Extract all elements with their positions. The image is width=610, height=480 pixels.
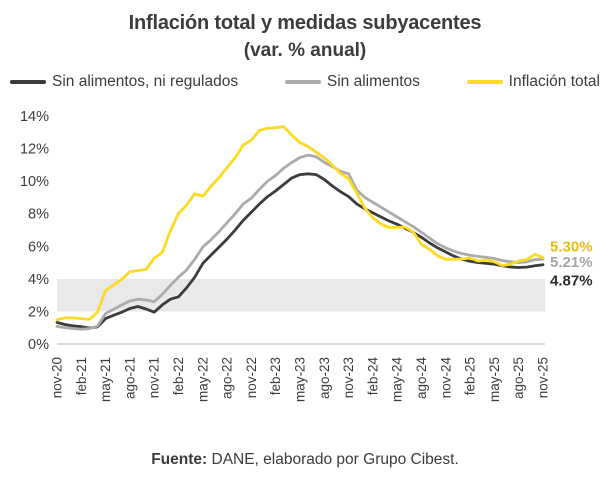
chart-subtitle: (var. % anual) [243, 40, 367, 61]
x-tick-label: may-22 [195, 357, 210, 402]
y-tick-label: 4% [28, 272, 49, 288]
series-line-2 [55, 125, 545, 322]
y-tick-label: 6% [28, 239, 49, 255]
x-tick-label: nov-20 [50, 357, 65, 398]
x-tick-label: ago-24 [414, 357, 429, 400]
legend-label: Sin alimentos, ni regulados [52, 73, 239, 90]
page-title: Inflación total y medidas subyacentes [128, 12, 482, 34]
end-value-label-1: 5.21% [550, 254, 593, 271]
end-value-label-2: 5.30% [550, 239, 593, 256]
inflation-chart: 0% 2% 4% 6% 8% 10% 12% 14% nov-20 feb-21 may-21 ago… [0, 94, 610, 447]
legend-line-swatch [284, 80, 321, 84]
chart-legend: Sin alimentos, ni regulados Sin alimentos… [0, 72, 610, 92]
source-note: Fuente: DANE, elaborado por Grupo Cibest… [0, 451, 610, 469]
y-tick-label: 12% [20, 142, 49, 158]
x-tick-label: nov-22 [244, 357, 259, 398]
source-prefix: Fuente: [151, 451, 208, 468]
legend-line-swatch [10, 80, 46, 84]
chart-canvas: 0% 2% 4% 6% 8% 10% 12% 14% nov-20 feb-21 may-21 ago… [20, 109, 593, 403]
x-tick-label: nov-25 [536, 357, 551, 398]
x-tick-label: feb-23 [268, 357, 283, 395]
x-tick-label: nov-23 [341, 357, 356, 398]
x-tick-label: may-25 [487, 357, 502, 402]
legend-label: Inflación total [508, 73, 600, 90]
y-tick-label: 8% [28, 207, 49, 223]
x-tick-label: feb-22 [171, 357, 186, 395]
x-tick-label: feb-24 [365, 357, 380, 396]
x-tick-label: may-24 [390, 357, 405, 403]
x-tick-label: nov-24 [438, 357, 453, 399]
y-tick-label: 2% [28, 304, 49, 320]
legend-label: Sin alimentos [326, 73, 420, 90]
target-band [57, 278, 545, 312]
source-text: DANE, elaborado por Grupo Cibest. [207, 451, 459, 468]
y-tick-label: 10% [20, 174, 49, 190]
x-tick-label: nov-21 [147, 357, 162, 398]
x-tick-label: may-21 [98, 357, 113, 402]
x-tick-label: feb-25 [463, 357, 478, 395]
x-tick-label: feb-21 [74, 357, 89, 395]
x-tick-label: ago-21 [122, 357, 137, 399]
y-tick-label: 14% [20, 109, 49, 125]
legend-item-2: Inflación total [466, 73, 600, 91]
legend-item-0: Sin alimentos, ni regulados [10, 73, 238, 91]
y-tick-label: 0% [28, 337, 49, 353]
x-tick-label: ago-23 [317, 357, 332, 399]
x-tick-label: may-23 [293, 357, 308, 402]
x-tick-label: ago-25 [511, 357, 526, 399]
end-value-label-0: 4.87% [550, 273, 593, 290]
x-tick-label: ago-22 [220, 357, 235, 399]
series-line-1 [55, 153, 545, 331]
legend-item-1: Sin alimentos [284, 73, 420, 91]
legend-line-swatch [466, 80, 503, 84]
